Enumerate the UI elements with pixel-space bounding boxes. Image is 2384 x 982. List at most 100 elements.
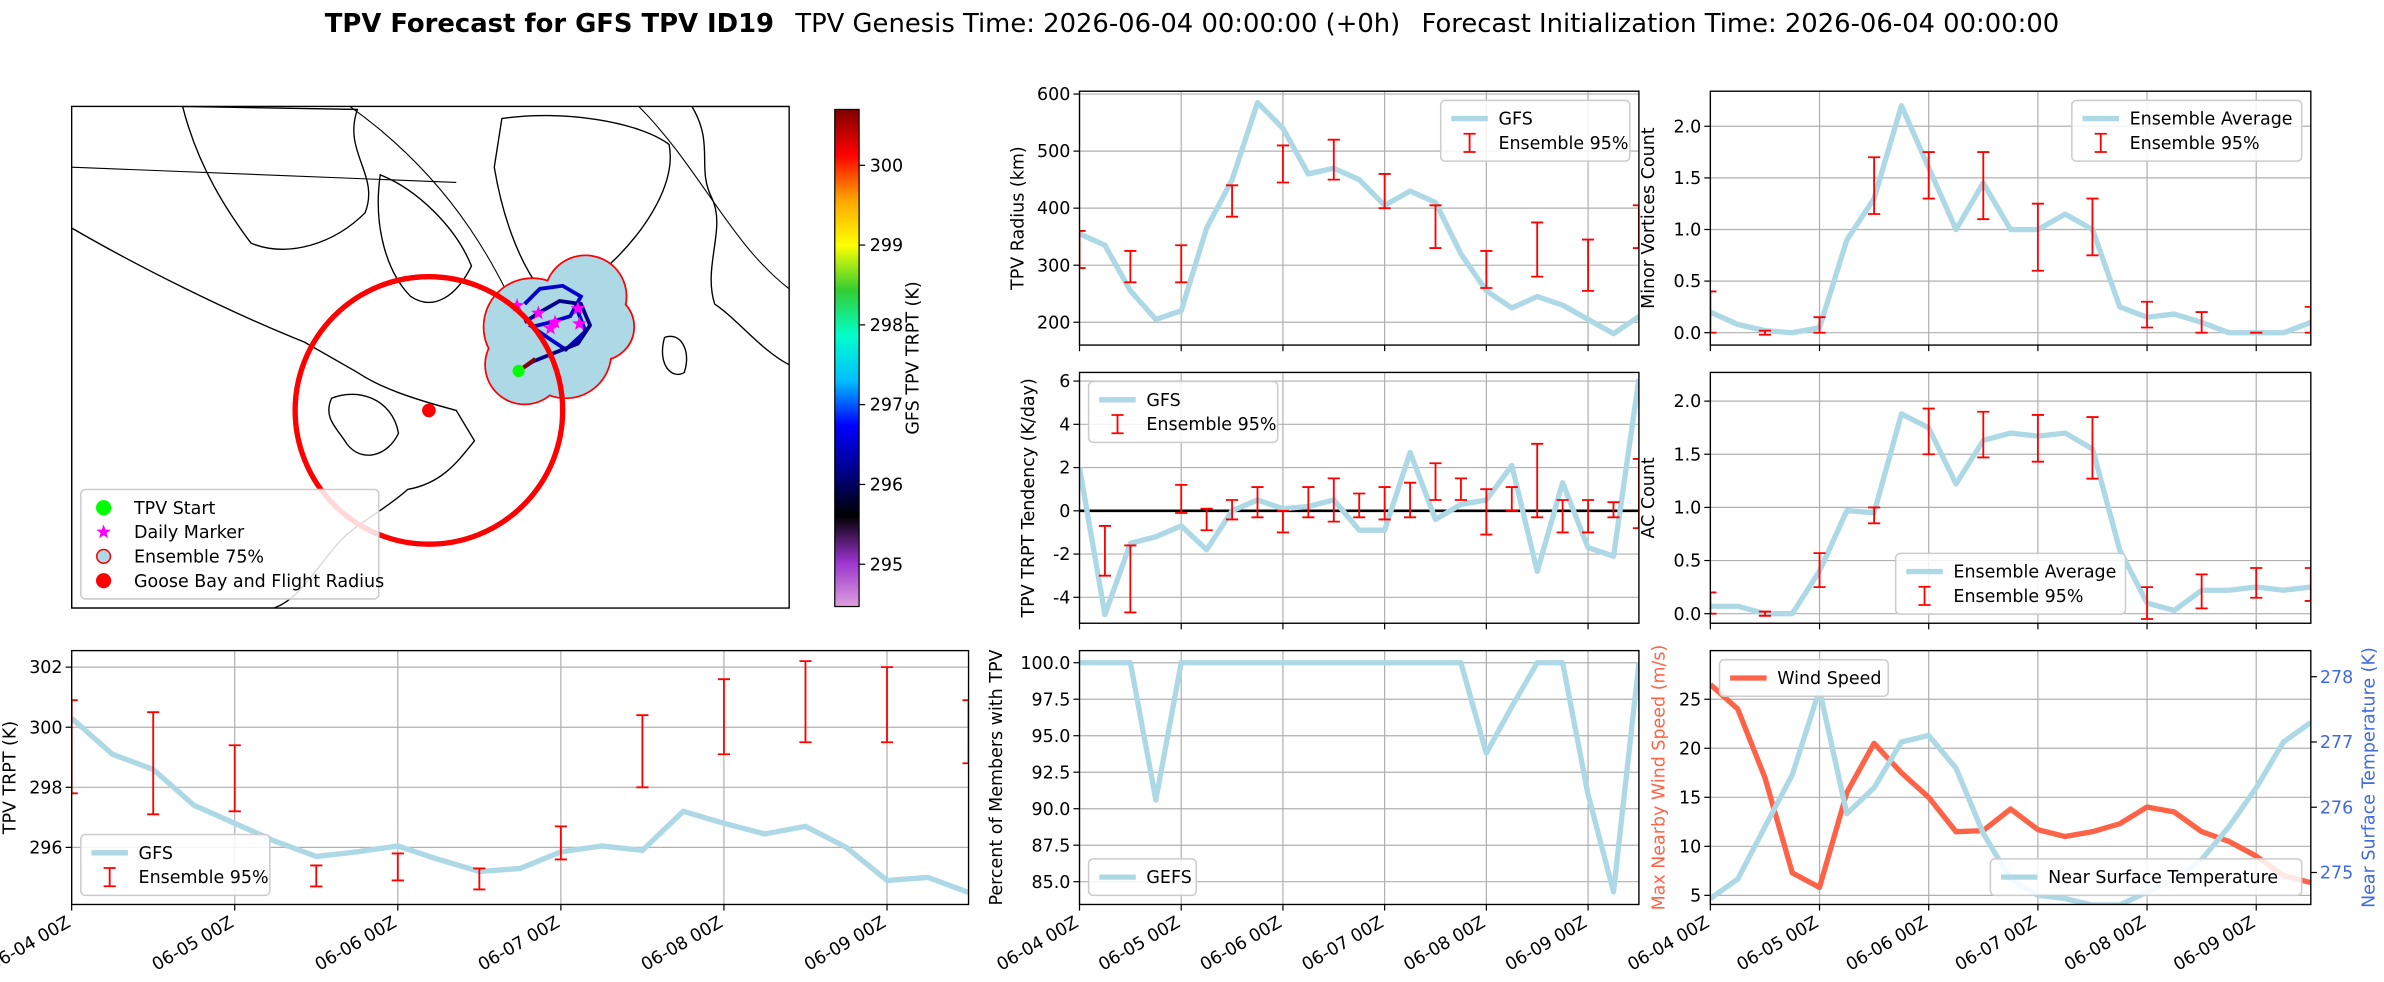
y-tick-label: 92.5 <box>1031 763 1070 783</box>
y-tick-label: 2.0 <box>1673 392 1701 412</box>
error-bar <box>1868 156 1881 215</box>
legend-box <box>1439 99 1631 162</box>
x-tick-label: 06-05 00Z <box>1734 913 1822 976</box>
daily-marker <box>531 305 546 320</box>
legend-box <box>1087 858 1198 897</box>
x-tick-label: 06-08 00Z <box>1400 913 1488 976</box>
error-bar <box>1480 250 1493 289</box>
error-bar <box>147 711 160 816</box>
legend-box <box>1087 380 1279 444</box>
error-bar <box>717 678 731 756</box>
axes-frame <box>1709 371 2312 624</box>
error-bar <box>1581 238 1595 292</box>
error-bar <box>2031 414 2044 463</box>
error-bar <box>1632 204 1639 249</box>
error-bar <box>2195 573 2208 610</box>
error-bar <box>2250 567 2263 599</box>
error-bar <box>1124 544 1137 614</box>
axes-frame <box>70 649 970 906</box>
y-tick-label: 300 <box>1037 256 1070 276</box>
error-bar <box>2304 305 2311 334</box>
error-bar <box>2031 202 2044 272</box>
y-tick-label: 2 <box>1059 459 1070 479</box>
error-bar <box>1710 591 1717 615</box>
legend-label: Near Surface Temperature <box>2048 868 2278 888</box>
y-tick-label: 1.5 <box>1673 169 1701 189</box>
panel: 06-04 00Z 06-05 00Z 06-06 00Z 06-07 00Z 06-0… <box>0 649 970 976</box>
legend-label: Daily Marker <box>134 523 245 543</box>
x-tick-label: 06-05 00Z <box>149 913 237 976</box>
x-tick-label: 06-07 00Z <box>475 913 563 976</box>
error-bar <box>1225 184 1239 218</box>
legend-label: Ensemble 95% <box>139 868 269 888</box>
y-tick-label: 1.0 <box>1673 498 1701 518</box>
axes-frame <box>1078 649 1640 906</box>
y-tick-label: 15 <box>1679 788 1701 808</box>
y-axis-label: TPV Radius (km) <box>1008 146 1028 291</box>
error-bar <box>1353 492 1366 519</box>
x-tick-label: 06-04 00Z <box>994 913 1082 976</box>
suptitle: TPV Forecast for GFS TPV ID19 TPV Genesis… <box>325 9 2059 39</box>
y-tick-label: 0.5 <box>1673 552 1701 572</box>
suptitle-init: Forecast Initialization Time: 2026-06-04… <box>1422 9 2060 39</box>
error-bar <box>1429 204 1442 249</box>
y-tick-label: 500 <box>1037 142 1070 162</box>
y-tick-label: 0 <box>1059 502 1070 522</box>
error-bar <box>473 867 486 891</box>
daily-marker <box>509 297 525 312</box>
plot-area <box>1079 378 1639 618</box>
error-bar <box>2304 567 2311 602</box>
legend-box <box>1989 858 2303 897</box>
error-bar <box>1200 507 1213 532</box>
panel: 06-04 00Z 06-05 00Z 06-06 00Z 06-07 00Z 06-0… <box>1624 645 2379 976</box>
colorbar-tick-label: 295 <box>870 555 903 575</box>
error-bar <box>1276 144 1290 184</box>
error-bar <box>1813 552 1826 589</box>
legend-label: Ensemble Average <box>2130 110 2293 130</box>
legend-label: Goose Bay and Flight Radius <box>134 572 384 592</box>
axes-frame <box>1078 90 1640 346</box>
y-axis-label: Max Nearby Wind Speed (m/s) <box>1650 645 1670 911</box>
error-bar <box>1977 410 1990 459</box>
x-tick-label: 06-05 00Z <box>1095 913 1183 976</box>
legend-label: Ensemble 95% <box>1146 415 1276 435</box>
error-bar <box>1813 316 1826 334</box>
y2-axis-label: Near Surface Temperature (K) <box>2360 647 2380 908</box>
suptitle-genesis: TPV Genesis Time: 2026-06-04 00:00:00 (+… <box>794 9 1400 39</box>
x-tick-label: 06-04 00Z <box>1624 913 1712 976</box>
legend-marker <box>96 524 111 539</box>
panel: 06-04 00Z 06-05 00Z 06-06 00Z 06-07 00Z 06-0… <box>987 649 1640 976</box>
y-tick-label: 100.0 <box>1020 654 1070 674</box>
y-tick-label: 0.0 <box>1673 605 1701 625</box>
daily-marker <box>547 314 563 329</box>
daily-marker <box>570 300 586 315</box>
error-bar <box>636 714 649 789</box>
error-bar <box>1531 442 1544 519</box>
error-bar <box>1868 506 1881 525</box>
error-bar <box>71 699 78 795</box>
y-axis-label: TPV TRPT Tendency (K/day) <box>1019 378 1039 618</box>
legend-swatch <box>103 867 116 888</box>
error-bar <box>1922 407 1935 456</box>
error-bar <box>1922 151 1935 200</box>
y-tick-label: 400 <box>1037 199 1070 219</box>
y-tick-label: 25 <box>1679 690 1701 710</box>
panel: 0.0 0.5 1.0 1.5 2.0 AC Count Ensemble Average E… <box>1639 371 2312 630</box>
land-greenland <box>493 114 671 292</box>
plot-area <box>1079 660 1639 895</box>
gfs-track <box>517 299 593 373</box>
x-tick-label: 06-09 00Z <box>1502 913 1590 976</box>
flight-radius <box>292 274 566 547</box>
y-tick-label: 0.5 <box>1673 272 1701 292</box>
error-bar <box>1758 329 1772 336</box>
y-axis-label: Minor Vortices Count <box>1639 127 1659 309</box>
legend-swatch <box>1111 414 1124 435</box>
line-series <box>1079 99 1639 337</box>
line-series <box>1079 378 1639 618</box>
x-tick-label: 06-06 00Z <box>1843 913 1931 976</box>
error-bar <box>1505 486 1518 512</box>
x-tick-label: 06-04 00Z <box>0 913 74 976</box>
line-series <box>1710 102 2311 336</box>
legend-label: GFS <box>139 844 173 864</box>
